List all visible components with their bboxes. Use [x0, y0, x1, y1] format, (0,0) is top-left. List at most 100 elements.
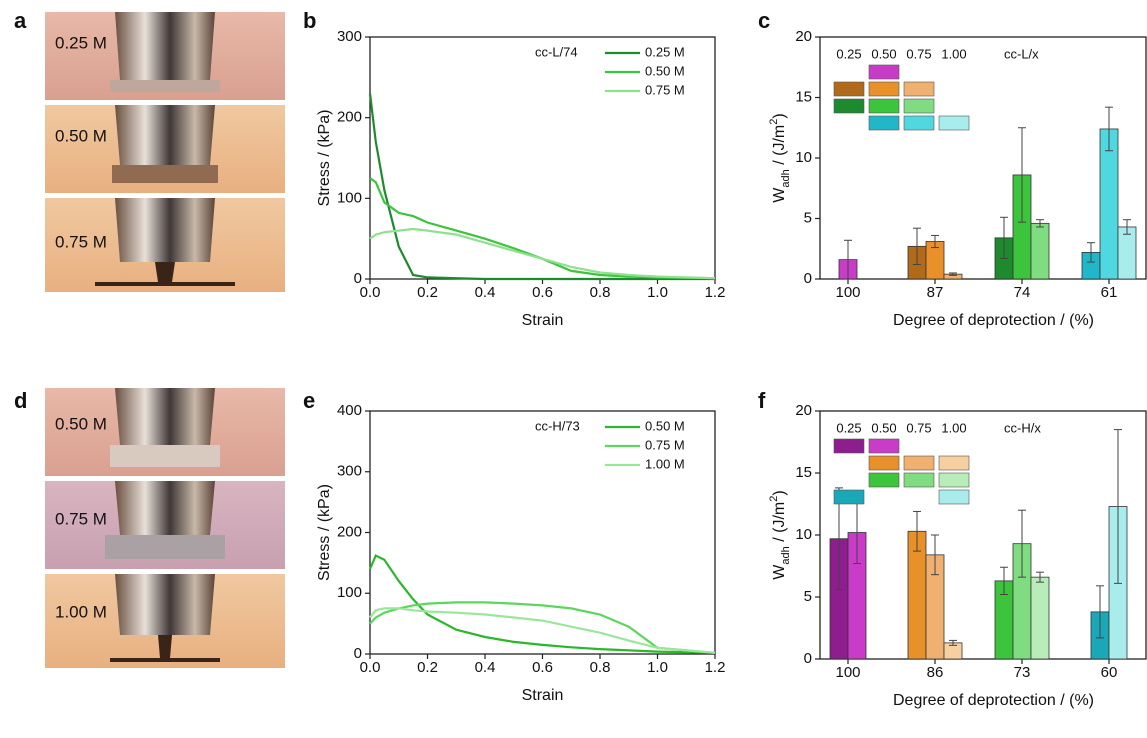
error-bar [1114, 429, 1122, 584]
y-tick-label: 300 [337, 463, 362, 480]
legend-label: 0.75 M [645, 437, 685, 452]
series-line [369, 227, 716, 280]
x-tick-label: 1.0 [647, 659, 668, 676]
error-bar [1036, 571, 1044, 583]
error-bar [835, 487, 843, 591]
y-tick-label: 400 [337, 402, 362, 419]
error-bar [1018, 509, 1026, 578]
legend-swatch [903, 98, 935, 114]
y-axis-title-sup: 2 [768, 119, 780, 125]
photo-label: 0.75 M [55, 509, 107, 528]
legend-label: 0.75 M [645, 82, 685, 97]
error-bar [913, 227, 921, 265]
error-bar [1000, 216, 1008, 259]
legend-label: 0.25 M [645, 44, 685, 59]
y-axis-title-sup: 2 [768, 496, 780, 502]
x-tick-label: 61 [1101, 284, 1118, 301]
legend-label: 0.25 [836, 46, 861, 61]
legend-swatch [938, 472, 970, 488]
x-tick-label: 1.2 [705, 284, 726, 301]
error-bar [949, 639, 957, 646]
y-tick-label: 15 [795, 88, 812, 105]
y-axis-title-part: / (J/m [771, 125, 788, 169]
legend-label: 0.50 M [645, 418, 685, 433]
x-tick-label: 0.2 [417, 284, 438, 301]
legend-swatch [833, 489, 865, 505]
error-bar [1105, 106, 1113, 152]
x-tick-label: 74 [1014, 284, 1031, 301]
y-axis-title-sub: adh [780, 546, 792, 564]
legend-swatch [833, 98, 865, 114]
y-tick-label: 15 [795, 464, 812, 481]
y-tick-label: 0 [804, 270, 812, 287]
legend-label: 1.00 [941, 420, 966, 435]
y-axis-title: Stress / (kPa) [316, 110, 333, 207]
photo [45, 481, 285, 569]
legend-swatch [938, 115, 970, 131]
series-line [368, 554, 716, 654]
photo [45, 105, 285, 193]
y-axis-title-part: ) [771, 113, 788, 118]
error-bar [931, 534, 939, 576]
x-tick-label: 0.6 [532, 284, 553, 301]
panel-label: a [14, 8, 27, 33]
legend-swatch [903, 472, 935, 488]
error-bar [1096, 585, 1104, 639]
series-line [369, 607, 716, 654]
bar [1030, 222, 1050, 280]
legend-swatch [903, 115, 935, 131]
legend-label: 0.75 [906, 46, 931, 61]
x-tick-label: 87 [927, 284, 944, 301]
legend-label: 0.25 [836, 420, 861, 435]
photo [45, 574, 285, 668]
photo [45, 198, 285, 292]
photo-label: 0.25 M [55, 33, 107, 52]
photo-column: 0.25 M 0.50 M 0.75 M 0.50 M 0.75 M 1.00 … [45, 12, 285, 668]
photo-label: 1.00 M [55, 602, 107, 621]
annotation: cc-L/74 [535, 44, 578, 59]
photo-label: 0.75 M [55, 232, 107, 251]
legend-swatch [868, 472, 900, 488]
legend-swatch [868, 438, 900, 454]
y-tick-label: 10 [795, 526, 812, 543]
y-tick-label: 5 [804, 588, 812, 605]
photo-label: 0.50 M [55, 414, 107, 433]
legend-swatch [868, 81, 900, 97]
panel-label: c [758, 8, 770, 33]
y-axis-title-part: / (J/m [771, 502, 788, 546]
error-bar [1018, 127, 1026, 223]
photo [45, 388, 285, 476]
x-tick-label: 0.4 [475, 284, 496, 301]
series-line [369, 177, 716, 280]
legend-swatch [938, 455, 970, 471]
y-tick-label: 0 [804, 650, 812, 667]
y-tick-label: 20 [795, 402, 812, 419]
y-axis-title-sub: adh [780, 169, 792, 187]
photo-label: 0.50 M [55, 126, 107, 145]
series-line [368, 93, 715, 281]
y-tick-label: 20 [795, 28, 812, 45]
legend-swatch [868, 64, 900, 80]
panel-label: d [14, 388, 27, 413]
series-line [369, 601, 716, 654]
legend-swatch [938, 489, 970, 505]
y-axis-title-part: W [771, 187, 788, 203]
error-bar [844, 239, 852, 280]
legend-label: 1.00 [941, 46, 966, 61]
annotation: cc-H/73 [535, 418, 580, 433]
legend-label: 0.75 [906, 420, 931, 435]
y-tick-label: 5 [804, 209, 812, 226]
bar [1117, 226, 1137, 280]
x-tick-label: 0.0 [360, 659, 381, 676]
panel-label: e [303, 388, 315, 413]
legend-label: 0.50 [871, 46, 896, 61]
x-axis-title: Degree of deprotection / (%) [893, 312, 1094, 329]
x-tick-label: 1.2 [705, 659, 726, 676]
legend-label: 0.50 [871, 420, 896, 435]
y-axis-title-part: W [771, 564, 788, 580]
legend-swatch [833, 81, 865, 97]
panel-label: b [303, 8, 316, 33]
y-tick-label: 10 [795, 149, 812, 166]
y-tick-label: 0 [354, 270, 362, 287]
